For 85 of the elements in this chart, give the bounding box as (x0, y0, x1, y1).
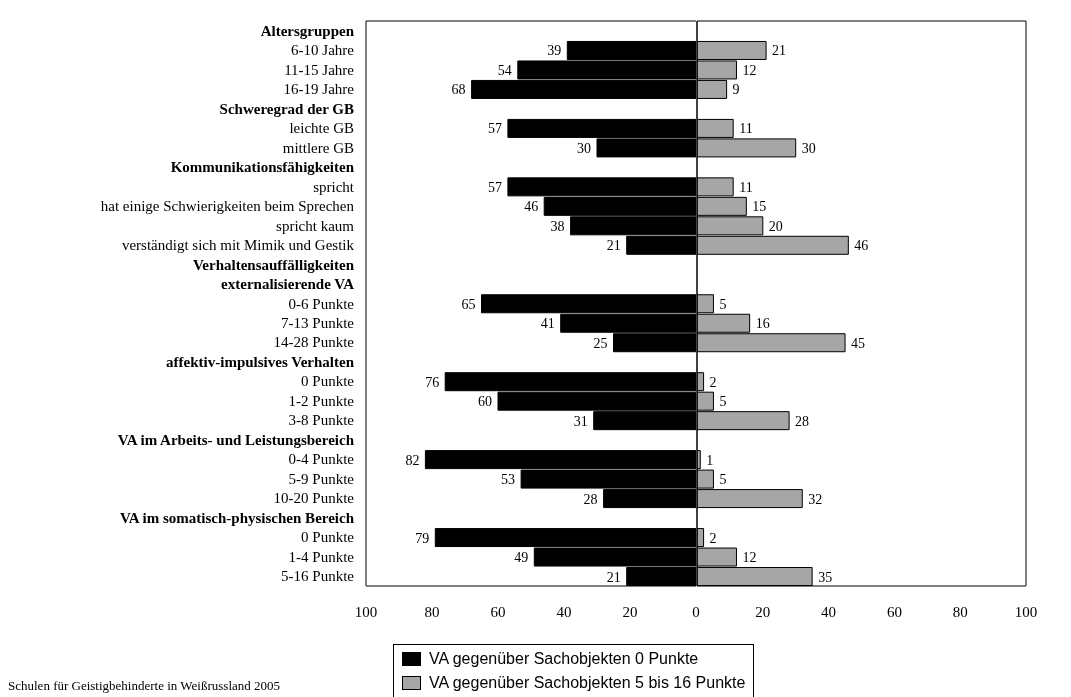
data-label: 20 (768, 218, 783, 234)
y-tick-label: 0 Punkte (301, 529, 355, 546)
data-label: 1 (706, 452, 714, 468)
y-tick-label: 5-16 Punkte (281, 568, 355, 585)
data-label: 76 (425, 374, 440, 390)
y-tick-label: 14-28 Punkte (273, 334, 355, 351)
y-tick-label: 1-2 Punkte (288, 392, 355, 409)
data-label: 11 (739, 121, 753, 137)
data-label: 25 (593, 335, 608, 351)
y-tick-label: 0-4 Punkte (288, 451, 355, 468)
data-label: 28 (795, 413, 810, 429)
x-tick-label: 60 (886, 603, 902, 620)
data-label: 11 (739, 179, 753, 195)
data-label: 68 (451, 82, 466, 98)
y-tick-label: spricht (313, 178, 355, 195)
y-tick-label: spricht kaum (276, 217, 355, 234)
y-tick-label: 5-9 Punkte (288, 470, 355, 487)
data-label: 16 (755, 316, 770, 332)
y-tick-label: mittlere GB (282, 139, 354, 156)
data-label: 15 (752, 199, 767, 215)
y-tick-label: Verhaltensauffälligkeiten (192, 256, 355, 273)
data-label: 39 (547, 43, 562, 59)
legend-label: VA gegenüber Sachobjekten 5 bis 16 Punkte (429, 673, 746, 693)
y-tick-label: VA im Arbeits- und Leistungsbereich (117, 431, 355, 448)
legend-label: VA gegenüber Sachobjekten 0 Punkte (429, 649, 699, 669)
data-label: 30 (801, 140, 816, 156)
y-tick-label: Schweregrad der GB (219, 100, 354, 117)
data-label: 79 (415, 530, 430, 546)
data-label: 5 (719, 394, 727, 410)
y-tick-label: 10-20 Punkte (273, 490, 355, 507)
x-tick-label: 40 (556, 603, 572, 620)
data-label: 5 (719, 296, 727, 312)
data-label: 54 (497, 62, 512, 78)
data-label: 65 (461, 296, 476, 312)
x-tick-label: 100 (354, 603, 378, 620)
data-label: 21 (772, 43, 787, 59)
data-label: 45 (851, 335, 866, 351)
data-label: 82 (405, 452, 420, 468)
data-label: 12 (742, 62, 757, 78)
data-label: 31 (573, 413, 588, 429)
y-tick-label: leichte GB (289, 120, 354, 137)
data-label: 12 (742, 550, 757, 566)
y-tick-label: externalisierende VA (221, 276, 355, 293)
x-tick-label: 100 (1014, 603, 1038, 620)
data-label: 28 (583, 491, 598, 507)
y-tick-label: affektiv-impulsives Verhalten (166, 353, 355, 370)
y-tick-label: VA im somatisch-physischen Bereich (119, 509, 355, 526)
data-label: 9 (732, 82, 740, 98)
text: Schulen für Geistigbehinderte in Weißrussland 2005 (8, 678, 281, 694)
y-tick-label: 7-13 Punkte (281, 314, 355, 331)
data-label: 41 (540, 316, 555, 332)
data-label: 32 (808, 491, 823, 507)
y-tick-label: hat einige Schwierigkeiten beim Sprechen (100, 198, 355, 215)
x-tick-label: 20 (622, 603, 638, 620)
data-label: 21 (606, 238, 621, 254)
x-tick-label: 60 (490, 603, 506, 620)
y-tick-label: Kommunikationsfähigkeiten (170, 159, 355, 176)
x-tick-label: 0 (692, 603, 700, 620)
data-label: 46 (524, 199, 539, 215)
x-tick-label: 20 (755, 603, 771, 620)
data-label: 38 (550, 218, 565, 234)
data-label: 2 (709, 374, 717, 390)
data-label: 21 (606, 569, 621, 585)
data-label: 53 (501, 472, 516, 488)
y-tick-label: 0 Punkte (301, 373, 355, 390)
x-tick-label: 80 (952, 603, 968, 620)
y-tick-label: verständigt sich mit Mimik und Gestik (121, 237, 355, 254)
y-tick-label: 6-10 Jahre (291, 42, 355, 59)
data-label: 60 (478, 394, 492, 410)
data-label: 57 (487, 179, 502, 195)
y-tick-label: 0-6 Punkte (288, 295, 355, 312)
y-tick-label: 1-4 Punkte (288, 548, 355, 565)
y-tick-label: Altersgruppen (260, 22, 355, 39)
data-label: 35 (818, 569, 833, 585)
x-tick-label: 80 (424, 603, 440, 620)
data-label: 49 (514, 550, 529, 566)
y-tick-label: 16-19 Jahre (283, 81, 355, 98)
y-tick-label: 11-15 Jahre (284, 61, 355, 78)
data-label: 2 (709, 530, 717, 546)
y-tick-label: 3-8 Punkte (288, 412, 355, 429)
data-label: 46 (854, 238, 869, 254)
data-label: 30 (577, 140, 591, 156)
data-label: 57 (487, 121, 502, 137)
x-tick-label: 40 (821, 603, 837, 620)
data-label: 5 (719, 472, 727, 488)
